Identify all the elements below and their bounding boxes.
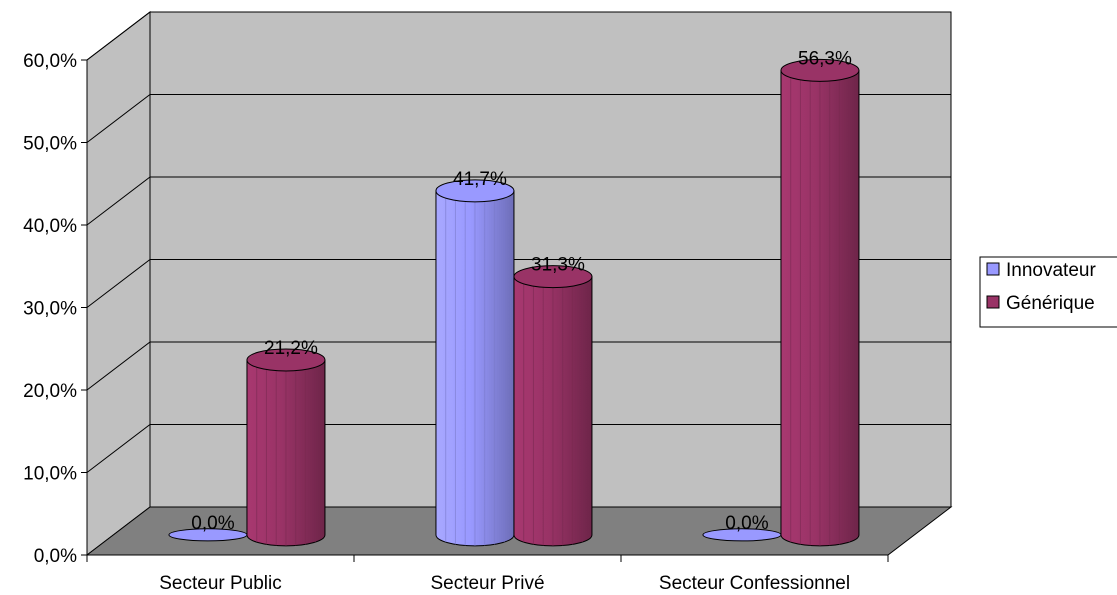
gridline (86, 176, 951, 226)
bar (780, 58, 860, 547)
legend-box (979, 256, 1117, 328)
gridline (86, 259, 951, 308)
gridline (86, 94, 951, 143)
legend-swatch (986, 262, 1000, 276)
data-label: 31,3% (531, 255, 585, 276)
bar-top (513, 265, 593, 289)
bar (513, 265, 593, 547)
bars (168, 58, 860, 547)
bar-top (246, 348, 326, 372)
y-tick-label: 0,0% (34, 546, 77, 567)
data-label: 41,7% (453, 169, 507, 190)
y-tick-label: 20,0% (23, 381, 77, 402)
bar (435, 179, 515, 547)
y-tick-label: 50,0% (23, 134, 77, 155)
gridline (86, 341, 951, 391)
y-tick-label: 10,0% (23, 464, 77, 485)
x-tick-label: Secteur Privé (430, 573, 544, 594)
gridline (86, 424, 951, 473)
data-label: 0,0% (191, 513, 234, 534)
y-tick-label: 30,0% (23, 299, 77, 320)
gridline (86, 11, 951, 61)
gridlines (86, 11, 951, 473)
data-labels: 0,0% 41,7% 0,0% 21,2% 31,3% 56,3% (191, 48, 852, 533)
x-tick-label: Secteur Public (159, 573, 282, 594)
axes: 0,0% 10,0% 20,0% 30,0% 40,0% 50,0% 60,0% Secteu… (23, 51, 889, 594)
bar-top (435, 179, 515, 203)
bar-top (780, 58, 860, 82)
legend-label: Générique (1006, 293, 1095, 314)
y-tick-label: 40,0% (23, 216, 77, 237)
bar (246, 348, 326, 547)
y-tick-label: 60,0% (23, 51, 77, 72)
data-label: 56,3% (798, 48, 852, 69)
legend: Innovateur Générique (979, 256, 1117, 328)
legend-label: Innovateur (1006, 260, 1096, 281)
data-label: 0,0% (725, 513, 768, 534)
data-label: 21,2% (264, 338, 318, 359)
x-tick-label: Secteur Confessionnel (659, 573, 850, 594)
legend-swatch (986, 295, 1000, 309)
